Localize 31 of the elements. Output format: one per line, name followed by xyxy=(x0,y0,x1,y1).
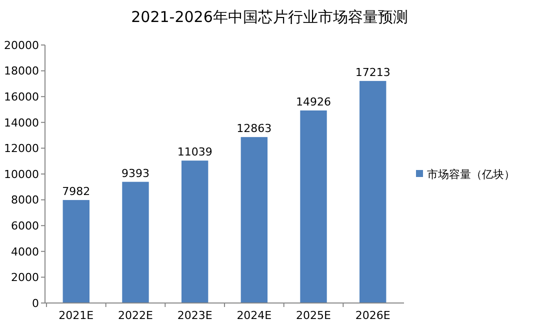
x-tick-label: 2022E xyxy=(118,309,154,322)
y-tick-label: 2000 xyxy=(11,271,39,284)
y-tick-label: 12000 xyxy=(4,142,39,156)
bar xyxy=(122,182,149,303)
bar xyxy=(240,137,268,303)
bar xyxy=(300,110,327,303)
chart-title: 2021-2026年中国芯片行业市场容量预测 xyxy=(131,8,408,26)
x-tick-label: 2025E xyxy=(296,309,332,322)
data-label: 17213 xyxy=(355,66,390,79)
x-tick-label: 2024E xyxy=(236,309,272,322)
bar xyxy=(181,160,208,303)
data-label: 11039 xyxy=(177,146,212,159)
data-label: 9393 xyxy=(121,166,150,180)
y-tick-label: 8000 xyxy=(11,194,39,207)
x-tick-label: 2026E xyxy=(355,309,390,322)
y-tick-label: 4000 xyxy=(11,245,39,258)
y-tick-label: 0 xyxy=(32,296,39,310)
y-tick-label: 20000 xyxy=(4,38,39,52)
x-tick-label: 2023E xyxy=(177,309,212,322)
y-tick-label: 14000 xyxy=(4,116,39,130)
bar xyxy=(359,80,386,303)
legend-label: 市场容量（亿块） xyxy=(427,168,515,181)
y-tick-label: 6000 xyxy=(11,219,39,232)
bar xyxy=(62,200,90,303)
y-tick-label: 16000 xyxy=(4,90,39,104)
data-label: 12863 xyxy=(236,122,272,136)
y-tick-label: 18000 xyxy=(4,64,39,78)
y-tick-label: 10000 xyxy=(4,168,39,181)
data-label: 14926 xyxy=(296,95,332,108)
x-tick-label: 2021E xyxy=(58,309,94,322)
data-label: 7982 xyxy=(62,185,90,198)
